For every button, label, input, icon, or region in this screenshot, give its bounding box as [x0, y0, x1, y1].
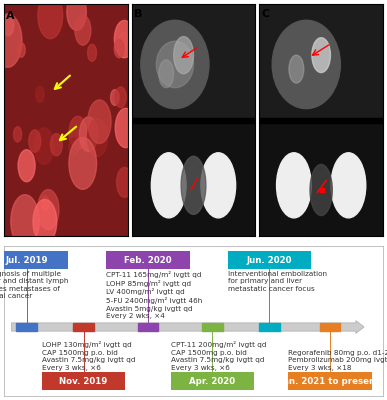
Text: D: D [6, 250, 15, 260]
Circle shape [18, 150, 35, 182]
Text: Interventional embolization
for primary and liver
metastatic cancer focus: Interventional embolization for primary … [228, 271, 327, 292]
Circle shape [69, 138, 79, 156]
Circle shape [174, 36, 194, 74]
Circle shape [114, 20, 134, 58]
Circle shape [34, 128, 54, 164]
Circle shape [50, 134, 62, 156]
FancyBboxPatch shape [0, 251, 68, 269]
Bar [259, 118, 383, 122]
Bar [132, 122, 255, 236]
Ellipse shape [312, 38, 330, 72]
Ellipse shape [156, 41, 194, 88]
Bar [132, 118, 255, 122]
Text: CPT-11 200mg/m² ivgtt qd
CAP 1500mg p.o. bid
Avastin 7.5mg/kg ivgtt qd
Every 3 w: CPT-11 200mg/m² ivgtt qd CAP 1500mg p.o.… [171, 341, 266, 370]
Circle shape [38, 190, 59, 230]
Text: A: A [6, 11, 15, 21]
Circle shape [69, 138, 97, 189]
Text: Jan. 2021 to present: Jan. 2021 to present [280, 376, 380, 386]
FancyBboxPatch shape [228, 251, 311, 269]
Circle shape [36, 86, 44, 102]
Bar [259, 122, 383, 236]
FancyBboxPatch shape [171, 372, 254, 390]
Bar [137, 323, 158, 331]
FancyBboxPatch shape [42, 372, 125, 390]
Ellipse shape [331, 153, 366, 218]
Circle shape [115, 87, 126, 108]
Text: Jun. 2020: Jun. 2020 [247, 256, 292, 265]
Text: C: C [262, 9, 270, 19]
Ellipse shape [151, 153, 186, 218]
Ellipse shape [141, 20, 209, 109]
Text: CPT-11 165mg/m² ivgtt qd
LOHP 85mg/m² ivgtt qd
LV 400mg/m² ivgtt qd
5-FU 2400mg/: CPT-11 165mg/m² ivgtt qd LOHP 85mg/m² iv… [106, 271, 202, 319]
Circle shape [75, 15, 91, 45]
Circle shape [111, 90, 119, 105]
Bar [320, 323, 341, 331]
Circle shape [159, 60, 174, 88]
Ellipse shape [310, 164, 332, 216]
Circle shape [41, 196, 49, 211]
Ellipse shape [201, 153, 236, 218]
Circle shape [11, 195, 39, 248]
FancyBboxPatch shape [288, 372, 372, 390]
Bar [16, 323, 37, 331]
Ellipse shape [272, 20, 341, 109]
Text: LOHP 130mg/m² ivgtt qd
CAP 1500mg p.o. bid
Avastin 7.5mg/kg ivgtt qd
Every 3 wks: LOHP 130mg/m² ivgtt qd CAP 1500mg p.o. b… [42, 341, 135, 370]
Bar [132, 4, 255, 118]
Circle shape [0, 14, 22, 67]
Text: Jul. 2019: Jul. 2019 [5, 256, 48, 265]
Circle shape [17, 43, 25, 57]
Ellipse shape [289, 55, 304, 83]
Circle shape [69, 116, 87, 150]
Bar [73, 323, 94, 331]
Circle shape [88, 100, 111, 144]
Circle shape [116, 167, 132, 197]
Circle shape [87, 119, 108, 156]
Circle shape [2, 14, 14, 36]
Text: Regorafenib 80mg p.o. d1-21
Pembrolizumab 200mg ivgtt qd
Every 3 wks, ×18: Regorafenib 80mg p.o. d1-21 Pembrolizuma… [288, 350, 387, 370]
Bar [259, 4, 383, 118]
Text: Diagnosis of multiple
liver and distant lymph
nodes metastases of
rectal cancer: Diagnosis of multiple liver and distant … [0, 271, 68, 299]
Text: B: B [134, 9, 142, 19]
Ellipse shape [181, 156, 206, 214]
Ellipse shape [277, 153, 311, 218]
Text: Apr. 2020: Apr. 2020 [189, 376, 236, 386]
FancyBboxPatch shape [106, 251, 190, 269]
Circle shape [114, 40, 124, 58]
Circle shape [87, 44, 97, 61]
FancyArrow shape [12, 321, 364, 333]
Circle shape [33, 200, 57, 244]
Circle shape [29, 130, 41, 152]
Circle shape [118, 32, 130, 54]
Circle shape [79, 117, 98, 152]
Bar [259, 323, 280, 331]
Bar [202, 323, 223, 331]
Circle shape [115, 108, 136, 148]
Text: Feb. 2020: Feb. 2020 [124, 256, 172, 265]
Circle shape [67, 0, 86, 30]
Circle shape [38, 0, 63, 39]
Text: Nov. 2019: Nov. 2019 [59, 376, 108, 386]
Circle shape [14, 127, 22, 142]
